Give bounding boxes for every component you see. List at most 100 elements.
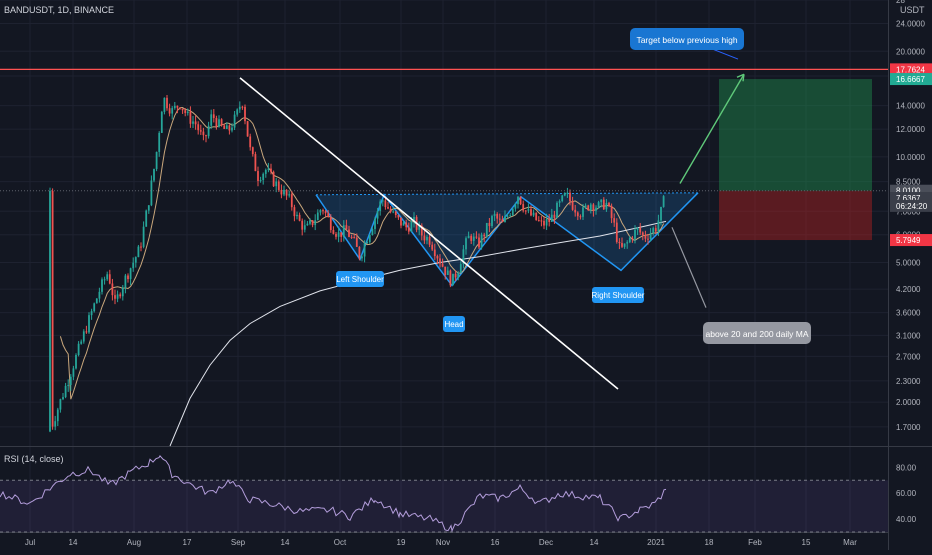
- candle-body: [556, 202, 558, 218]
- candle-body: [137, 246, 140, 258]
- candle-body: [303, 225, 306, 230]
- candle-body: [189, 111, 192, 124]
- candle-body: [433, 249, 436, 257]
- candle-body: [181, 108, 184, 111]
- candle-body: [431, 244, 434, 250]
- candle-body: [509, 215, 512, 217]
- candle-body: [618, 241, 621, 244]
- rsi-band-fill: [0, 480, 888, 532]
- candle-body: [636, 227, 639, 230]
- candle-body: [524, 210, 527, 212]
- price-tick-label: 2.7000: [896, 352, 921, 361]
- candle-body: [654, 228, 657, 232]
- candle-body: [205, 135, 207, 137]
- candle-body: [155, 151, 158, 169]
- candle-body: [631, 237, 634, 239]
- candle-body: [285, 189, 288, 196]
- right-shoulder-label: Right Shoulder: [592, 291, 645, 300]
- candle-body: [145, 210, 148, 227]
- price-tag-bg: [890, 199, 932, 212]
- candle-body: [327, 213, 330, 218]
- candle-body: [574, 209, 577, 213]
- candle-body: [51, 191, 54, 427]
- candle-body: [467, 235, 470, 239]
- candle-body: [550, 214, 553, 222]
- candle-body: [85, 331, 88, 333]
- candle-body: [212, 114, 215, 118]
- candle-body: [371, 228, 374, 235]
- candle-body: [215, 117, 218, 127]
- candle-body: [410, 221, 413, 232]
- candle-body: [644, 234, 647, 239]
- candle-body: [257, 171, 259, 181]
- candle-body: [332, 229, 335, 234]
- left-shoulder-label-bg: [336, 271, 384, 287]
- candle-body: [368, 234, 371, 243]
- target-arrowhead: [736, 73, 745, 82]
- candle-body: [579, 216, 582, 218]
- candle-body: [465, 238, 467, 250]
- price-tick-label: 2.0000: [896, 398, 921, 407]
- candle-body: [322, 210, 324, 212]
- candle-body: [194, 121, 197, 125]
- candle-body: [608, 202, 610, 207]
- candle-body: [337, 232, 340, 237]
- candle-body: [605, 202, 608, 210]
- candle-body: [428, 236, 431, 245]
- time-tick-label: 14: [590, 538, 599, 547]
- candle-body: [405, 222, 408, 228]
- candle-body: [340, 232, 343, 237]
- candle-body: [140, 246, 142, 248]
- price-tick-label: 20.0000: [896, 47, 925, 56]
- candle-body: [80, 341, 83, 344]
- candle-body: [610, 206, 613, 219]
- candle-body: [283, 189, 285, 195]
- candle-body: [127, 275, 129, 280]
- price-tick-label: 24.0000: [896, 19, 925, 28]
- candle-body: [553, 214, 556, 218]
- candle-body: [329, 217, 332, 230]
- candle-body: [158, 132, 161, 152]
- candle-body: [231, 127, 233, 131]
- candle-body: [49, 191, 51, 432]
- candle-body: [402, 222, 405, 226]
- candle-body: [241, 106, 244, 108]
- candle-body: [166, 97, 168, 109]
- candle-body: [592, 204, 595, 211]
- candle-body: [64, 385, 67, 398]
- candle-body: [121, 287, 124, 297]
- candle-body: [233, 114, 236, 128]
- candle-body: [106, 274, 109, 280]
- rsi-tick-label: 40.00: [896, 515, 917, 524]
- price-tag-stop: 5.7949: [896, 236, 921, 245]
- candle-body: [496, 213, 499, 219]
- price-tag-last: 8.0100: [896, 187, 921, 196]
- candle-body: [298, 214, 301, 221]
- time-tick-label: Jul: [25, 538, 35, 547]
- candle-body: [381, 200, 384, 202]
- candle-body: [439, 258, 441, 264]
- candle-body: [59, 399, 62, 410]
- ma200-line: [169, 220, 667, 447]
- candle-body: [420, 225, 423, 236]
- candle-body: [530, 209, 532, 216]
- candle-body: [272, 171, 275, 187]
- candle-body: [394, 211, 397, 215]
- candle-body: [662, 196, 665, 207]
- currency-label: USDT: [900, 5, 925, 15]
- candle-body: [652, 228, 655, 233]
- candle-body: [77, 343, 80, 355]
- candle-body: [90, 311, 93, 316]
- candle-body: [589, 204, 592, 210]
- candle-body: [566, 192, 569, 194]
- candle-body: [72, 368, 75, 377]
- candle-body: [309, 220, 311, 224]
- candle-body: [501, 219, 504, 222]
- candle-body: [119, 294, 122, 297]
- candle-body: [558, 201, 561, 203]
- candle-body: [576, 212, 579, 217]
- time-tick-label: Feb: [748, 538, 762, 547]
- candle-body: [639, 227, 642, 233]
- candle-body: [147, 205, 150, 211]
